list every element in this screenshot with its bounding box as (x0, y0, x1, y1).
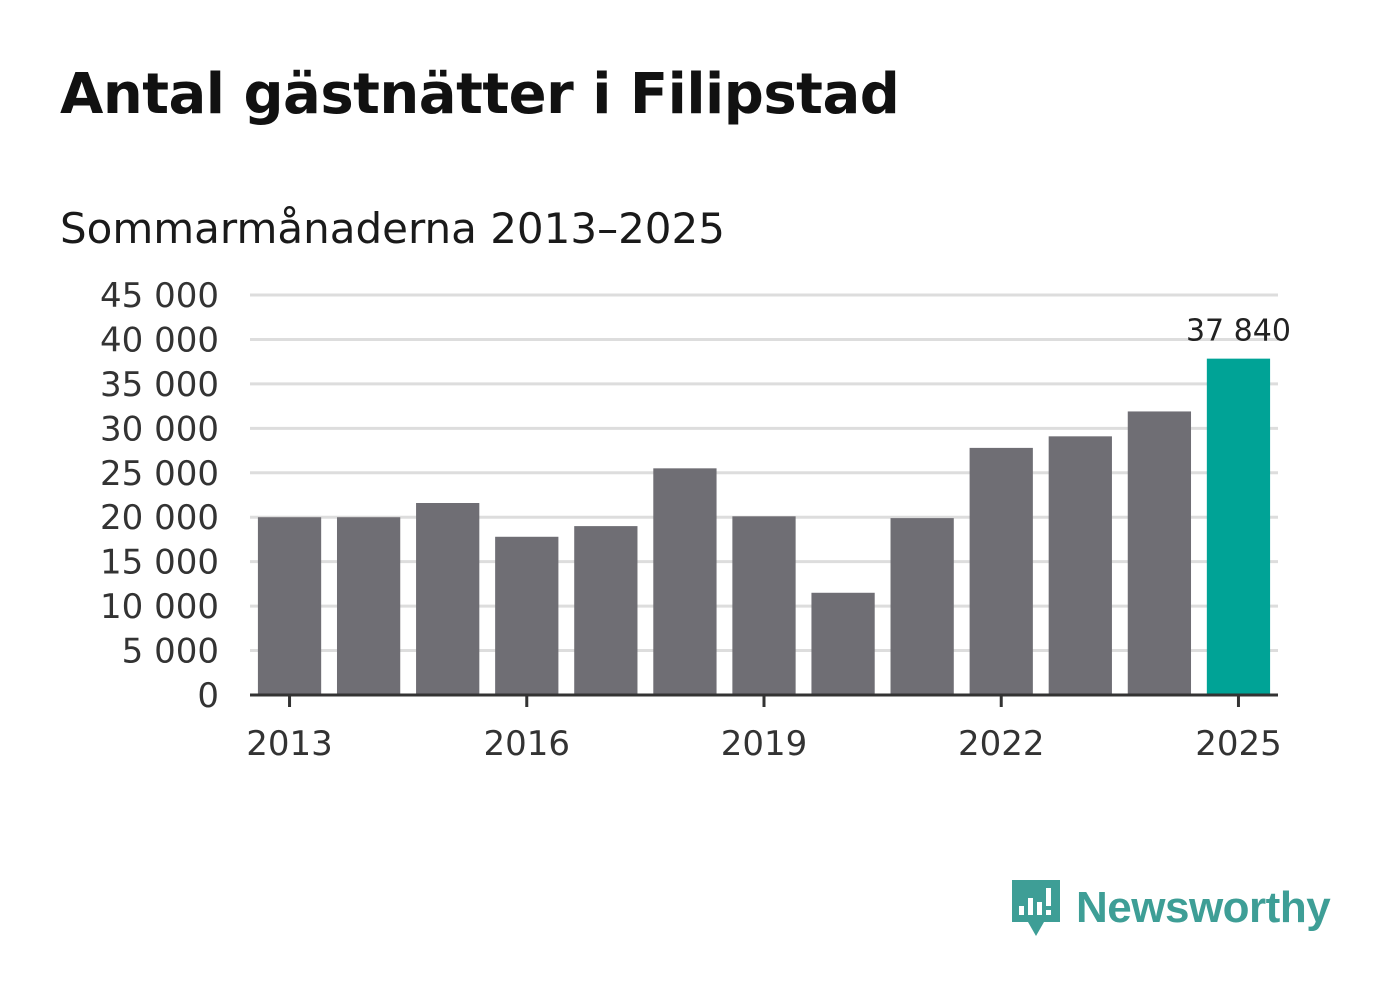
chart-title: Antal gästnätter i Filipstad (60, 62, 900, 127)
axes (250, 693, 1278, 707)
newsworthy-logo-icon (1012, 880, 1060, 936)
x-tick-label: 2016 (484, 724, 571, 764)
x-tick-label: 2022 (958, 724, 1045, 764)
y-tick-label: 30 000 (100, 409, 219, 449)
bar-2017 (574, 526, 638, 695)
y-tick-label: 0 (197, 676, 219, 716)
bar-2016 (495, 536, 559, 695)
bar-2022 (969, 447, 1033, 695)
bar-2021 (890, 518, 954, 695)
brand-logo: Newsworthy (1010, 878, 1331, 938)
bars (257, 358, 1271, 695)
x-tick-label: 2013 (246, 724, 333, 764)
x-tick-label: 2025 (1195, 724, 1282, 764)
y-tick-label: 40 000 (100, 320, 219, 360)
y-tick-label: 45 000 (100, 276, 219, 316)
bar-2024 (1127, 411, 1192, 695)
bar-2015 (416, 503, 480, 695)
data-label: 37 840 (1186, 314, 1291, 349)
bar-2018 (653, 468, 717, 695)
bar-2013 (257, 517, 322, 695)
y-tick-label: 25 000 (100, 454, 219, 494)
y-tick-label: 20 000 (100, 498, 219, 538)
bar-2025 (1206, 358, 1271, 695)
bar-2020 (811, 592, 875, 695)
bar-2019 (732, 516, 796, 695)
chart-subtitle: Sommarmånaderna 2013–2025 (60, 204, 725, 253)
bar-2023 (1048, 436, 1112, 695)
y-tick-label: 10 000 (100, 587, 219, 627)
bar-2014 (336, 517, 401, 695)
y-tick-label: 5 000 (122, 632, 219, 672)
brand-name: Newsworthy (1076, 883, 1331, 932)
x-tick-label: 2019 (721, 724, 808, 764)
y-tick-label: 15 000 (100, 543, 219, 583)
y-tick-label: 35 000 (100, 365, 219, 405)
